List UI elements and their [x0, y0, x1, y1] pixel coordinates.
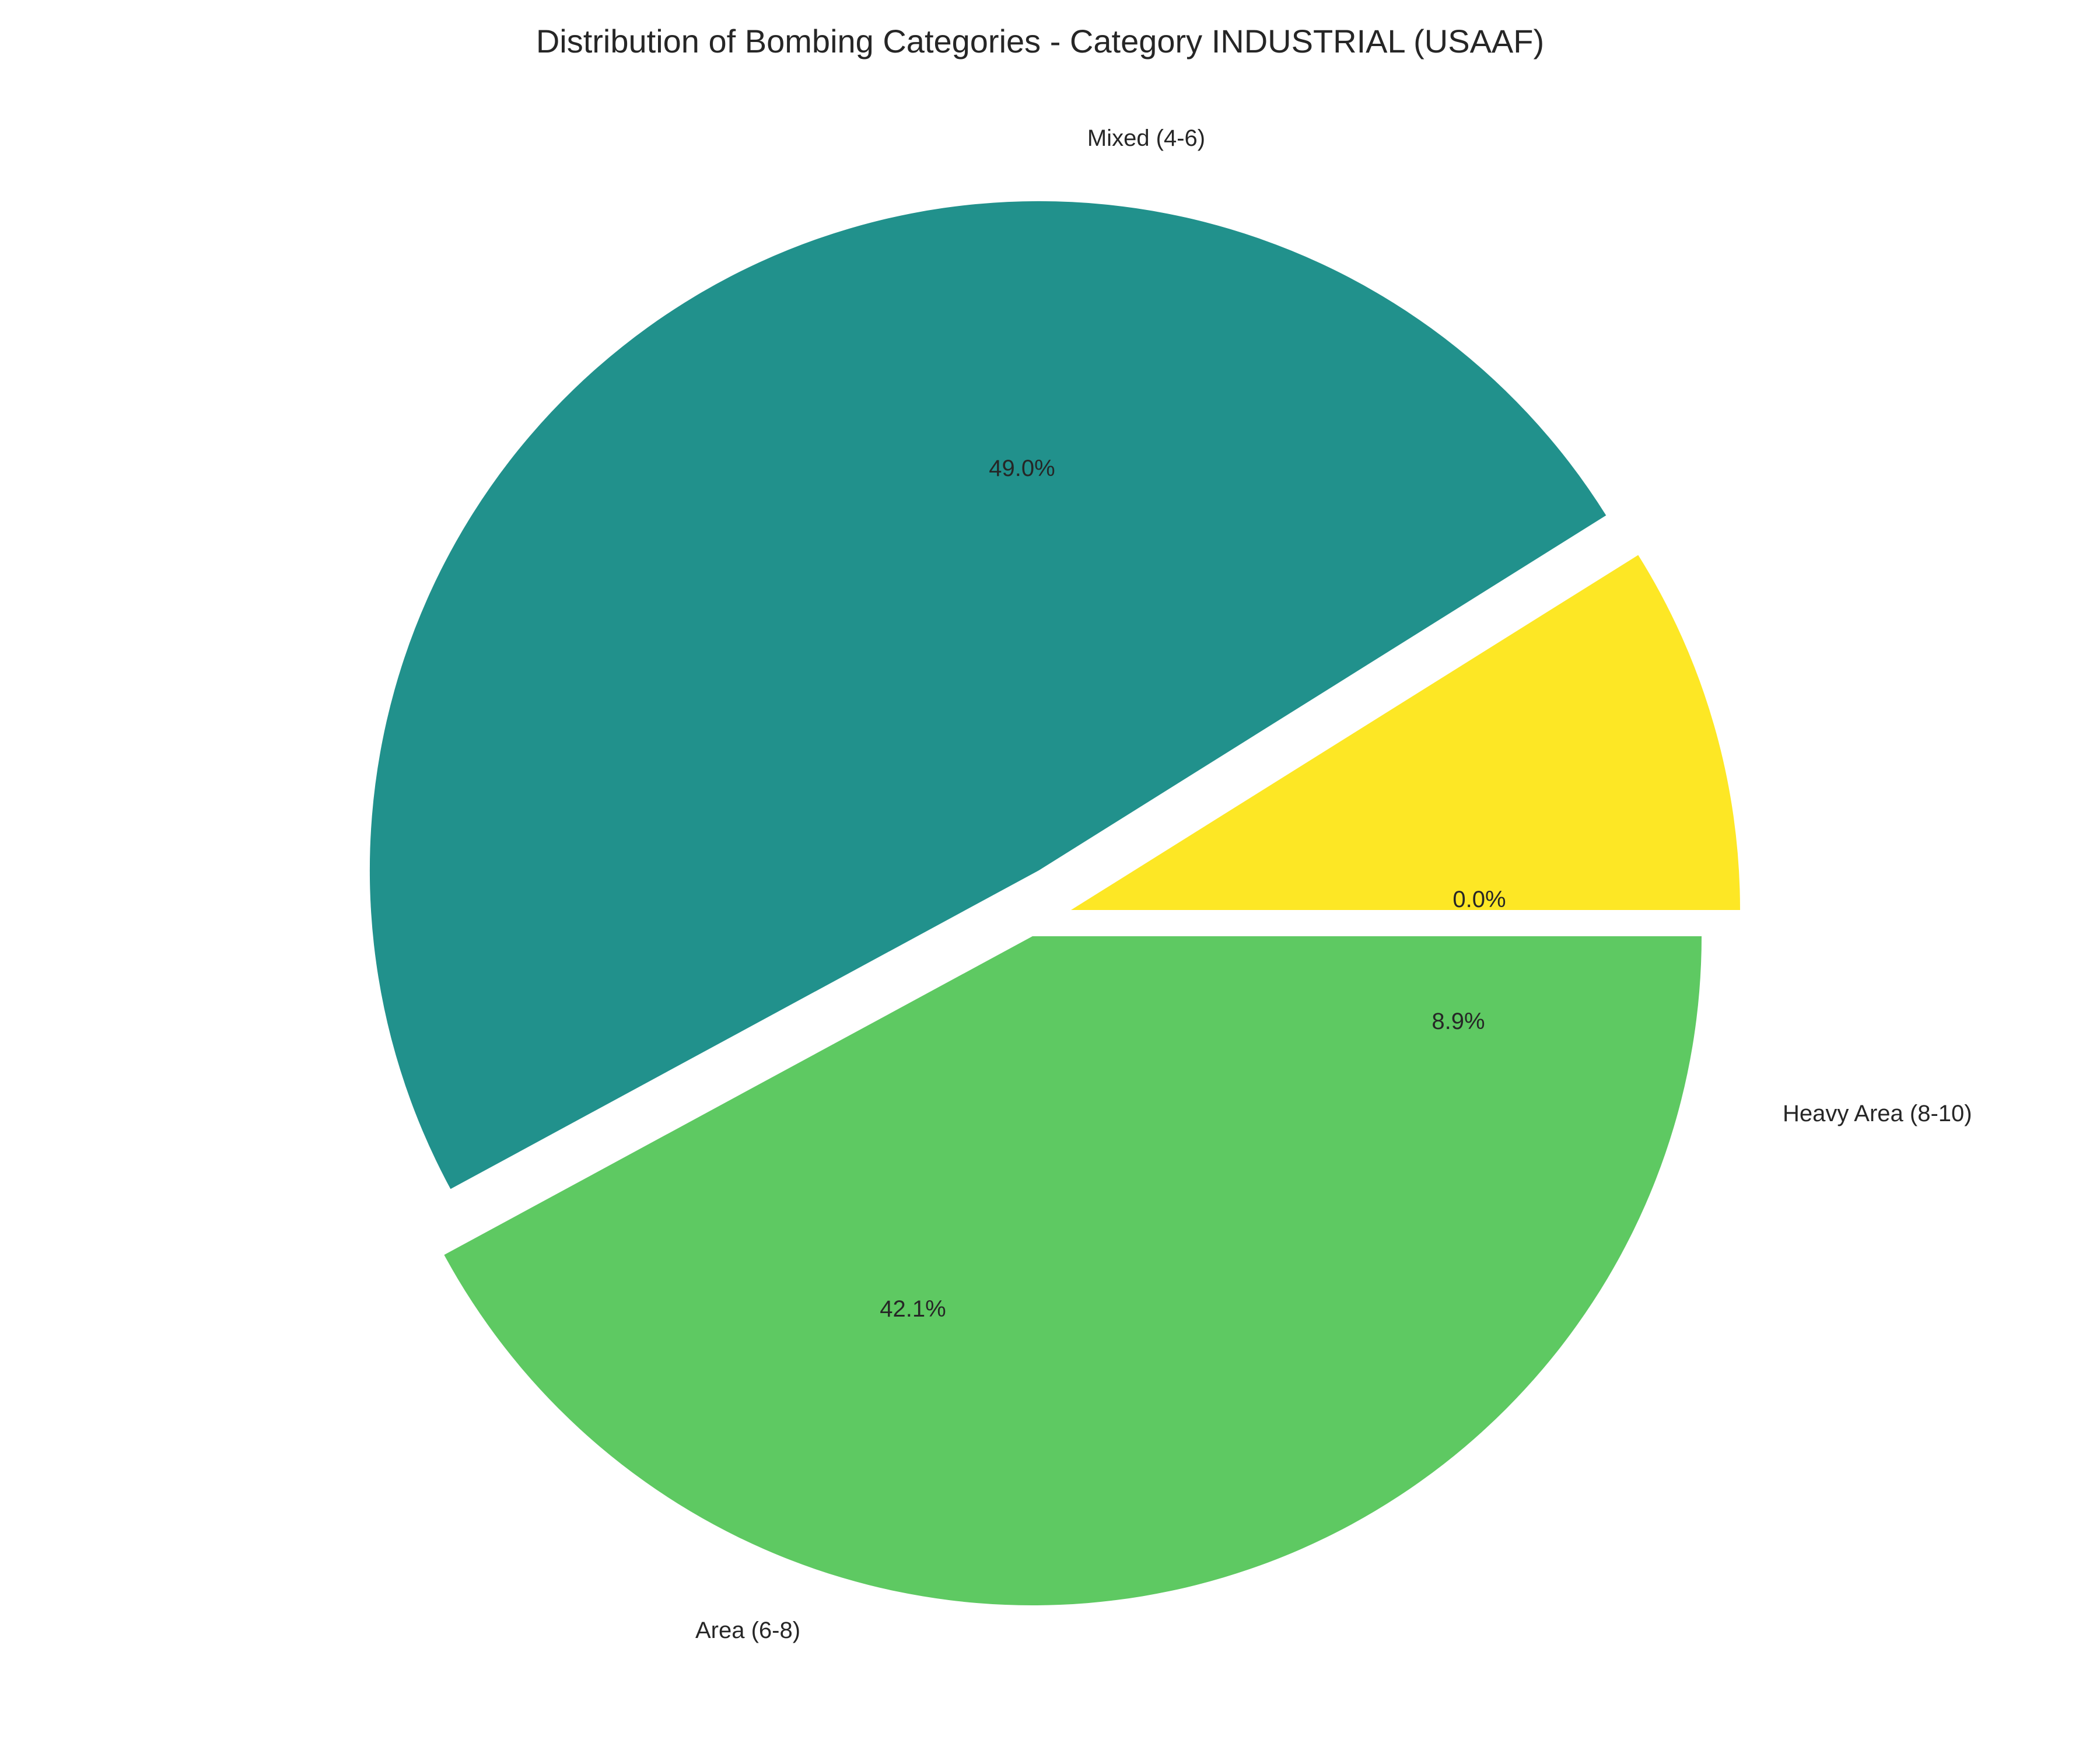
- slices: [369, 201, 1740, 1606]
- slice-heavy-area: [1071, 555, 1740, 910]
- percent-labels: 49.0% 42.1% 8.9% 0.0%: [880, 456, 1506, 1322]
- chart-title: Distribution of Bombing Categories - Cat…: [536, 23, 1544, 60]
- pct-area: 42.1%: [880, 1296, 946, 1322]
- pct-mixed: 49.0%: [989, 456, 1055, 481]
- label-mixed: Mixed (4-6): [1087, 125, 1205, 151]
- slice-mixed: [369, 201, 1606, 1189]
- label-heavy-area: Heavy Area (8-10): [1783, 1101, 1972, 1126]
- label-area: Area (6-8): [695, 1618, 800, 1643]
- pct-empty-slice: 0.0%: [1452, 887, 1506, 912]
- slice-area: [444, 936, 1702, 1606]
- slice-labels: Mixed (4-6) Area (6-8) Heavy Area (8-10): [695, 125, 1972, 1643]
- pct-heavy-area: 8.9%: [1432, 1009, 1485, 1034]
